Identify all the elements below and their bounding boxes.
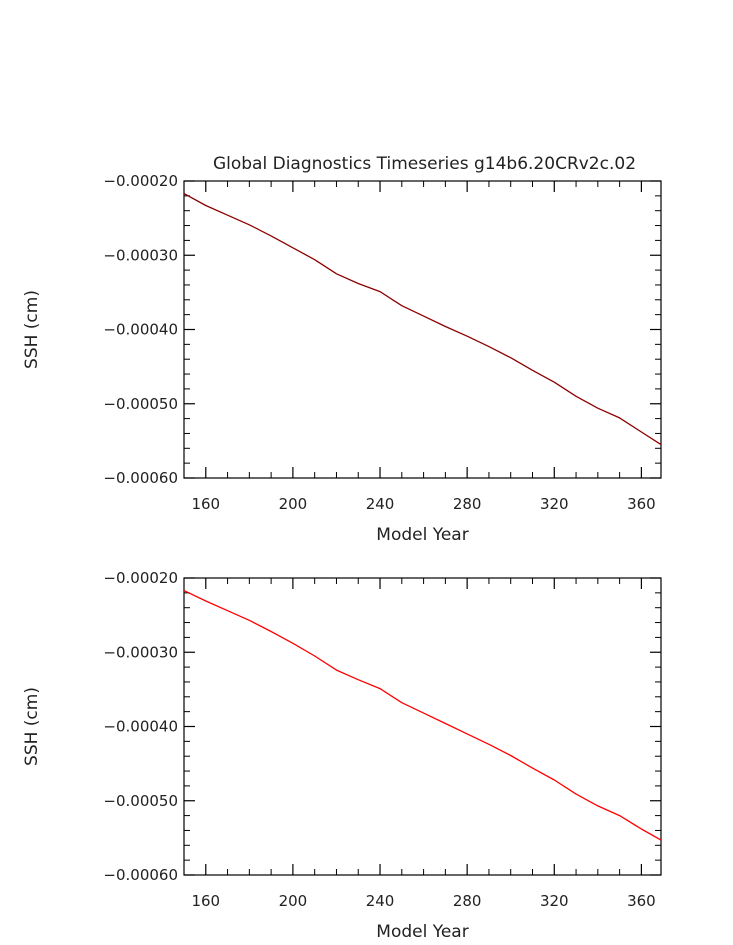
x-tick-label: 240 bbox=[366, 495, 395, 513]
y-tick-label: −0.00050 bbox=[103, 395, 178, 413]
x-tick-label: 280 bbox=[453, 892, 482, 910]
y-tick-label: −0.00040 bbox=[103, 718, 178, 736]
x-axis-title: Model Year bbox=[376, 922, 468, 942]
y-tick-label: −0.00060 bbox=[103, 469, 178, 487]
y-tick-label: −0.00040 bbox=[103, 321, 178, 339]
x-tick-label: 320 bbox=[540, 892, 569, 910]
plot-frame bbox=[183, 180, 662, 479]
series-line bbox=[183, 193, 662, 446]
y-tick-label: −0.00050 bbox=[103, 792, 178, 810]
chart-title: Global Diagnostics Timeseries g14b6.20CR… bbox=[213, 154, 636, 174]
x-tick-label: 280 bbox=[453, 495, 482, 513]
chart-panel-2: 160 200 240 280 320 360 −0.00020 −0.00030 −0.000… bbox=[22, 569, 662, 942]
plot-frame bbox=[183, 577, 662, 876]
x-tick-label: 160 bbox=[191, 892, 220, 910]
y-axis-title: SSH (cm) bbox=[22, 687, 42, 766]
series-line bbox=[183, 590, 662, 841]
x-axis-title: Model Year bbox=[376, 525, 468, 545]
y-tick-label: −0.00060 bbox=[103, 866, 178, 884]
x-tick-label: 360 bbox=[627, 892, 656, 910]
y-tick-label: −0.00030 bbox=[103, 246, 178, 264]
x-tick-label: 200 bbox=[279, 892, 308, 910]
x-tick-label: 240 bbox=[366, 892, 395, 910]
x-tick-label: 160 bbox=[191, 495, 220, 513]
y-tick-label: −0.00030 bbox=[103, 643, 178, 661]
y-axis-title: SSH (cm) bbox=[22, 290, 42, 369]
chart-panel-1: 160 200 240 280 320 360 −0.00020 −0.00030 −0.000… bbox=[22, 154, 662, 545]
x-tick-label: 320 bbox=[540, 495, 569, 513]
x-tick-label: 360 bbox=[627, 495, 656, 513]
x-tick-label: 200 bbox=[279, 495, 308, 513]
y-tick-label: −0.00020 bbox=[103, 172, 178, 190]
y-tick-label: −0.00020 bbox=[103, 569, 178, 587]
